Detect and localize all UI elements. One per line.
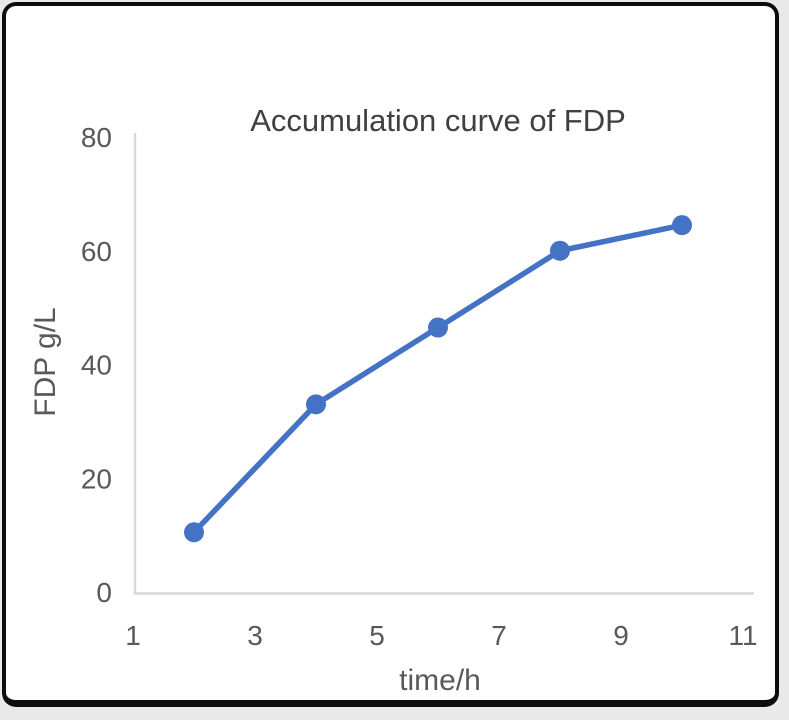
- data-point-marker: [184, 522, 204, 543]
- y-tick-label: 0: [96, 577, 112, 608]
- chart-title: Accumulation curve of FDP: [250, 103, 626, 138]
- y-tick-label: 60: [81, 236, 112, 267]
- data-point-marker: [428, 317, 448, 338]
- x-tick-label: 3: [247, 620, 263, 651]
- x-tick-label: 1: [125, 620, 141, 651]
- y-tick-label: 80: [81, 122, 112, 153]
- x-tick-label: 9: [613, 620, 629, 651]
- x-axis-title: time/h: [399, 664, 481, 697]
- data-point-marker: [672, 215, 692, 236]
- x-tick-label: 11: [728, 620, 757, 651]
- chart-frame: Accumulation curve of FDP time/h FDP g/L…: [2, 2, 779, 707]
- x-tick-label: 7: [491, 620, 507, 651]
- y-axis-title: FDP g/L: [29, 307, 62, 417]
- data-point-marker: [306, 394, 326, 415]
- data-point-marker: [550, 240, 570, 261]
- y-tick-label: 20: [81, 463, 112, 494]
- series-line: [191, 222, 685, 536]
- y-tick-label: 40: [81, 350, 112, 381]
- x-tick-label: 5: [369, 620, 385, 651]
